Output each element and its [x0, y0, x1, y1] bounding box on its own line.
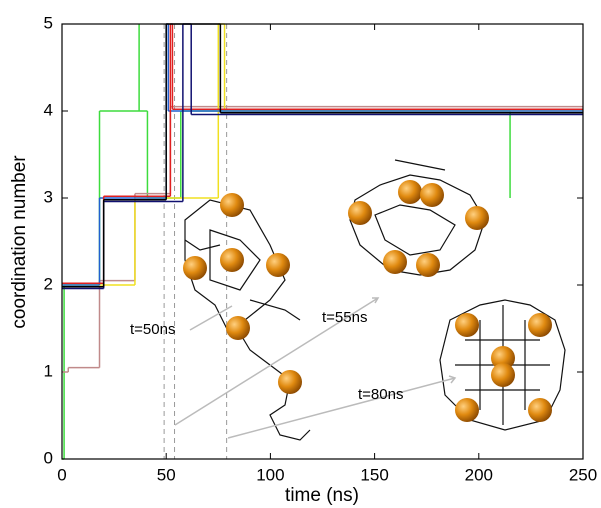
atom [383, 250, 407, 274]
y-tick-label: 2 [44, 274, 53, 293]
plot-frame [62, 24, 583, 459]
x-axis-label: time (ns) [285, 485, 359, 506]
x-tick-label: 200 [465, 465, 493, 484]
y-axis-label: coordination number [9, 155, 30, 329]
atom [398, 180, 422, 204]
atom [528, 398, 552, 422]
atom [348, 201, 372, 225]
atom [465, 206, 489, 230]
atom [220, 193, 244, 217]
atom [226, 316, 250, 340]
atom [266, 253, 290, 277]
annotation: t=80ns [358, 386, 403, 403]
atom [455, 398, 479, 422]
x-tick-label: 150 [360, 465, 388, 484]
y-tick-label: 3 [44, 187, 53, 206]
atom [455, 313, 479, 337]
chart: 012345050100150200250 t=50ns t=55ns t=80… [0, 0, 601, 508]
arrow [228, 376, 455, 438]
y-tick-label: 0 [44, 448, 53, 467]
atom [528, 313, 552, 337]
y-tick-label: 4 [44, 100, 53, 119]
atom [420, 183, 444, 207]
x-tick-label: 50 [157, 465, 176, 484]
atom [416, 253, 440, 277]
annotation: t=55ns [322, 309, 367, 326]
atom [278, 370, 302, 394]
y-tick-label: 5 [44, 13, 53, 32]
annotation: t=50ns [130, 321, 175, 338]
y-tick-label: 1 [44, 361, 53, 380]
x-tick-label: 0 [57, 465, 66, 484]
x-tick-label: 100 [256, 465, 284, 484]
molecule-frame [185, 200, 310, 440]
x-tick-label: 250 [569, 465, 597, 484]
atom [183, 256, 207, 280]
atom [491, 363, 515, 387]
atom [220, 248, 244, 272]
